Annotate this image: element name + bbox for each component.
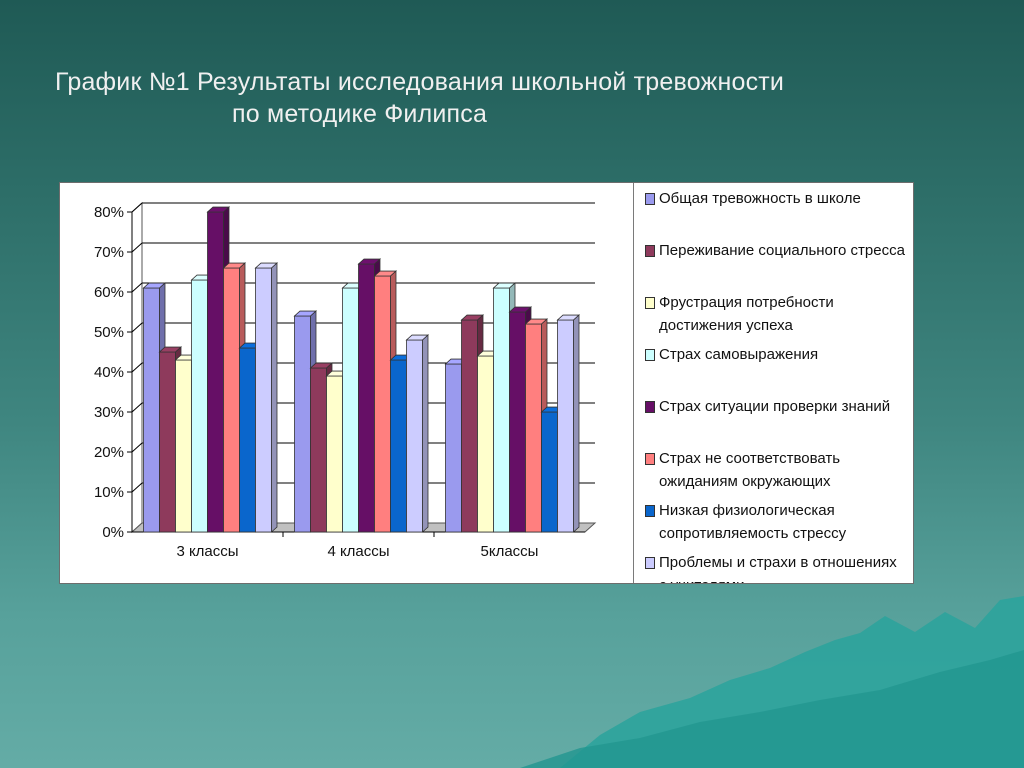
bar bbox=[326, 375, 343, 533]
legend-swatch bbox=[645, 557, 655, 569]
bar bbox=[239, 347, 256, 533]
bar bbox=[358, 263, 375, 533]
y-tick-label: 20% bbox=[94, 444, 124, 461]
gridline-diagonal bbox=[131, 442, 143, 453]
bar bbox=[461, 319, 478, 533]
gridline-diagonal bbox=[131, 202, 143, 213]
bar bbox=[541, 411, 558, 533]
bar bbox=[207, 211, 224, 533]
bar-chart: 0% 10% 20% 30% 40% 50% 60% 70% 80% 3 классы 4 клас… bbox=[94, 201, 597, 560]
bar bbox=[477, 355, 494, 533]
legend-label: Проблемы и страхи в отношениях с учителя… bbox=[659, 554, 897, 583]
legend-swatch bbox=[645, 505, 655, 517]
legend-label: Общая тревожность в школе bbox=[659, 190, 861, 207]
legend-swatch bbox=[645, 349, 655, 361]
legend-item: Переживание социального стресса bbox=[645, 239, 907, 262]
y-tick-label: 80% bbox=[94, 204, 124, 221]
y-tick-label: 30% bbox=[94, 404, 124, 421]
bar bbox=[406, 339, 423, 533]
bar bbox=[509, 311, 526, 533]
bar bbox=[159, 351, 176, 533]
legend-swatch bbox=[645, 453, 655, 465]
bar bbox=[175, 359, 192, 533]
chart-legend: Общая тревожность в школе Переживание соц… bbox=[633, 183, 913, 583]
y-tick-label: 50% bbox=[94, 324, 124, 341]
x-tick-label: 4 классы bbox=[327, 543, 389, 560]
legend-label: Страх не соответствовать ожиданиям окруж… bbox=[659, 450, 841, 490]
legend-label: Переживание социального стресса bbox=[659, 242, 905, 259]
bar-side bbox=[422, 334, 429, 533]
bar bbox=[342, 287, 359, 533]
gridline-diagonal bbox=[131, 402, 143, 413]
gridline-diagonal bbox=[131, 242, 143, 253]
bar-side bbox=[271, 262, 278, 533]
bar bbox=[525, 323, 542, 533]
bar bbox=[223, 267, 240, 533]
bar-side bbox=[573, 314, 580, 533]
legend-label: Низкая физиологическая сопротивляемость … bbox=[659, 502, 847, 542]
y-tick-label: 0% bbox=[102, 524, 124, 541]
legend-swatch bbox=[645, 401, 655, 413]
title-line-1: График №1 Результаты исследования школьн… bbox=[55, 68, 785, 96]
bar bbox=[255, 267, 272, 533]
legend-item: Страх ситуации проверки знаний bbox=[645, 395, 907, 418]
legend-item: Общая тревожность в школе bbox=[645, 187, 907, 210]
bar bbox=[390, 359, 407, 533]
legend-item: Страх не соответствовать ожиданиям окруж… bbox=[645, 447, 907, 493]
title-line-2: по методике Филипса bbox=[232, 100, 488, 128]
gridline-diagonal bbox=[131, 322, 143, 333]
y-tick-label: 70% bbox=[94, 244, 124, 261]
page-title: График №1 Результаты исследования школьн… bbox=[55, 66, 784, 130]
gridline-diagonal bbox=[131, 282, 143, 293]
bar bbox=[374, 275, 391, 533]
legend-label: Страх ситуации проверки знаний bbox=[659, 398, 891, 415]
bar bbox=[310, 367, 327, 533]
y-tick-label: 40% bbox=[94, 364, 124, 381]
legend-label: Фрустрация потребности достижения успеха bbox=[659, 294, 834, 334]
legend-swatch bbox=[645, 245, 655, 257]
legend-item: Фрустрация потребности достижения успеха bbox=[645, 291, 907, 337]
legend-swatch bbox=[645, 297, 655, 309]
bar bbox=[493, 287, 510, 533]
bar bbox=[557, 319, 574, 533]
legend-item: Страх самовыражения bbox=[645, 343, 907, 366]
chart-frame: 0% 10% 20% 30% 40% 50% 60% 70% 80% 3 классы 4 клас… bbox=[59, 182, 914, 584]
x-tick-label: 5классы bbox=[481, 543, 539, 560]
legend-item: Низкая физиологическая сопротивляемость … bbox=[645, 499, 907, 545]
bar bbox=[294, 315, 311, 533]
y-tick-label: 10% bbox=[94, 484, 124, 501]
bar bbox=[143, 287, 160, 533]
x-tick-label: 3 классы bbox=[176, 543, 238, 560]
legend-swatch bbox=[645, 193, 655, 205]
mountain-front bbox=[520, 650, 1024, 768]
bar bbox=[445, 363, 462, 533]
legend-item: Проблемы и страхи в отношениях с учителя… bbox=[645, 551, 907, 583]
gridline-diagonal bbox=[131, 362, 143, 373]
legend-label: Страх самовыражения bbox=[659, 346, 819, 363]
bar bbox=[191, 279, 208, 533]
gridline-diagonal bbox=[131, 482, 143, 493]
y-tick-label: 60% bbox=[94, 284, 124, 301]
